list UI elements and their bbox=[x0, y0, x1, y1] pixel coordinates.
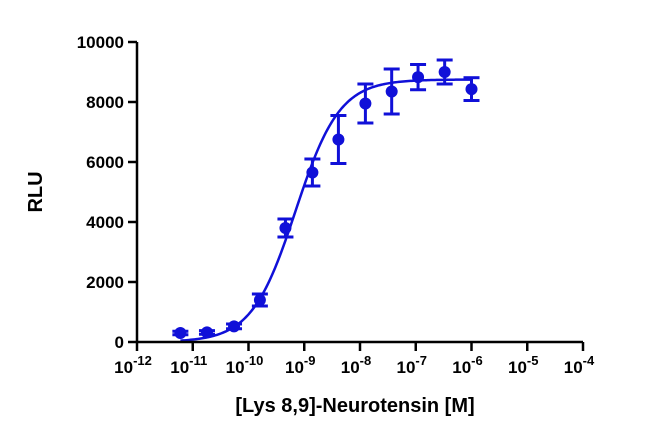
data-point-group bbox=[277, 217, 294, 239]
data-point bbox=[306, 166, 319, 179]
data-points-layer bbox=[172, 58, 480, 339]
y-tick-label: 0 bbox=[115, 333, 124, 352]
x-tick-label: 10-7 bbox=[397, 353, 427, 377]
x-tick-label: 10-12 bbox=[114, 353, 152, 377]
data-point-group bbox=[383, 67, 400, 116]
data-point bbox=[438, 66, 451, 78]
y-ticks: 0 2000 4000 6000 8000 10000 bbox=[77, 33, 137, 352]
data-point-group bbox=[357, 82, 374, 125]
x-tick-label: 10-9 bbox=[285, 353, 315, 377]
data-point-group bbox=[304, 157, 321, 188]
x-ticks: 10-12 10-11 10-10 10-9 10-8 10-7 10-6 10-5 10-4 bbox=[114, 342, 595, 377]
data-point-group bbox=[251, 292, 268, 308]
y-axis-title: RLU bbox=[25, 171, 47, 212]
y-tick-label: 8000 bbox=[86, 93, 124, 112]
data-point bbox=[385, 85, 398, 98]
data-point-group bbox=[410, 63, 427, 92]
data-point bbox=[253, 294, 266, 306]
fit-curve-layer bbox=[180, 78, 472, 342]
x-axis-title: [Lys 8,9]-Neurotensin [M] bbox=[235, 395, 474, 417]
data-point bbox=[228, 320, 241, 333]
x-tick-label: 10-4 bbox=[564, 353, 595, 377]
data-point bbox=[359, 97, 372, 110]
x-tick-label: 10-8 bbox=[341, 353, 371, 377]
axes bbox=[135, 42, 583, 344]
data-point bbox=[412, 71, 425, 84]
y-tick-label: 6000 bbox=[86, 153, 124, 172]
y-tick-label: 10000 bbox=[77, 33, 124, 52]
data-point bbox=[465, 83, 478, 96]
data-point bbox=[174, 327, 187, 339]
y-tick-label: 2000 bbox=[86, 273, 124, 292]
data-point-group bbox=[172, 327, 189, 339]
data-point-group bbox=[330, 114, 347, 165]
data-point-group bbox=[226, 320, 243, 333]
data-point-group bbox=[436, 58, 453, 86]
y-tick-label: 4000 bbox=[86, 213, 124, 232]
data-point-group bbox=[463, 76, 480, 102]
data-point bbox=[279, 222, 292, 234]
x-tick-label: 10-11 bbox=[170, 353, 207, 377]
data-point bbox=[332, 133, 345, 146]
x-tick-label: 10-6 bbox=[452, 353, 482, 377]
x-tick-label: 10-5 bbox=[508, 353, 538, 377]
data-point-group bbox=[198, 326, 215, 339]
x-tick-label: 10-10 bbox=[226, 353, 264, 377]
fit-curve bbox=[180, 78, 472, 342]
data-point bbox=[200, 326, 213, 339]
